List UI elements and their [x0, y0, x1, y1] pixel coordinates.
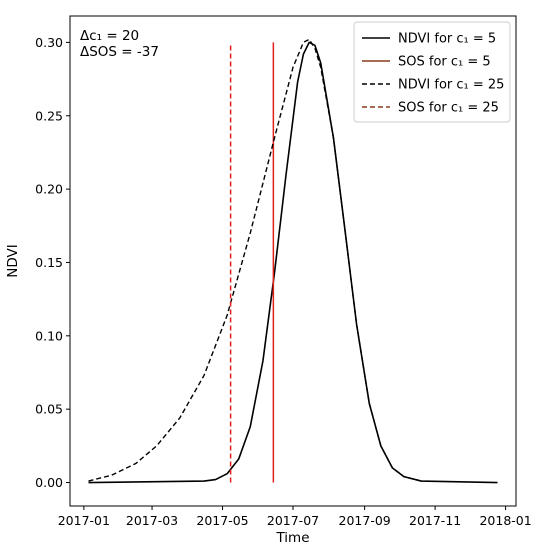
- y-tick-label: 0.05: [35, 402, 63, 417]
- y-tick-label: 0.10: [35, 328, 63, 343]
- legend-label-3: SOS for c₁ = 25: [398, 101, 499, 116]
- annotation-delta-c1: Δc₁ = 20: [80, 28, 139, 44]
- legend-label-0: NDVI for c₁ = 5: [398, 32, 496, 47]
- x-axis-label: Time: [275, 530, 309, 546]
- y-tick-label: 0.20: [35, 182, 63, 197]
- x-tick-label: 2017-05: [196, 513, 248, 528]
- series-2-line: [88, 38, 422, 482]
- x-tick-label: 2017-11: [409, 513, 461, 528]
- y-tick-label: 0.15: [35, 255, 63, 270]
- x-tick-label: 2017-01: [58, 513, 110, 528]
- plot-area: 2017-01 2017-03 2017-05 2017-07 2017-09 2017-…: [35, 15, 532, 528]
- y-axis-label: NDVI: [5, 244, 21, 277]
- legend-box: [353, 21, 511, 123]
- y-tick-label: 0.30: [35, 35, 63, 50]
- y-tick-label: 0.25: [35, 108, 63, 123]
- x-tick-label: 2017-03: [126, 513, 178, 528]
- legend-label-1: SOS for c₁ = 5: [398, 55, 491, 70]
- legend-label-2: NDVI for c₁ = 25: [398, 78, 504, 93]
- legend: NDVI for c₁ = 5 SOS for c₁ = 5 NDVI for c₁…: [353, 21, 511, 123]
- y-tick-label: 0.00: [35, 475, 63, 490]
- x-tick-label: 2018-01: [479, 513, 531, 528]
- x-tick-label: 2017-09: [339, 513, 391, 528]
- x-tick-label: 2017-07: [267, 513, 319, 528]
- annotation-delta-sos: ΔSOS = -37: [80, 44, 159, 60]
